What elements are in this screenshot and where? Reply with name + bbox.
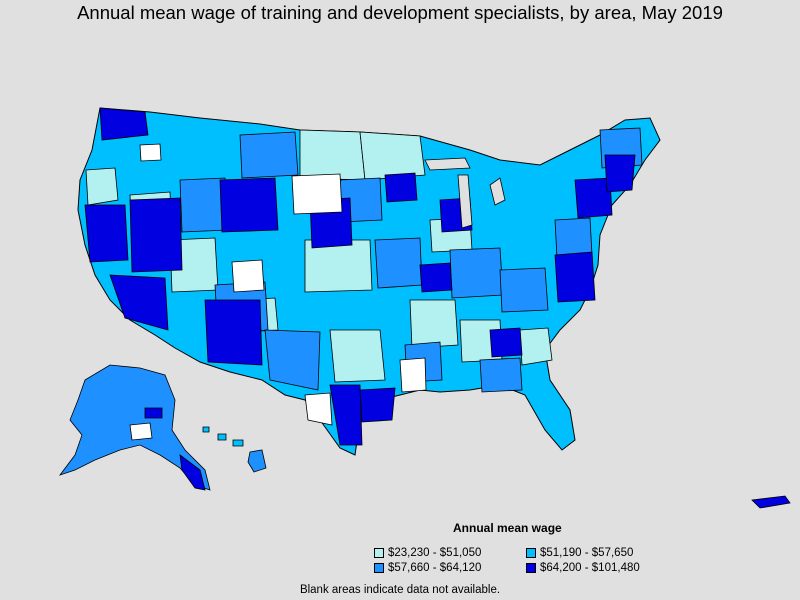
- legend-label: $51,190 - $57,650: [540, 547, 634, 559]
- no-data-regions: [139, 143, 427, 426]
- legend-swatch: [526, 563, 536, 573]
- region-alaska: [58, 364, 211, 491]
- footnote: Blank areas indicate data not available.: [299, 584, 501, 596]
- legend-title: Annual mean wage: [453, 521, 562, 535]
- region-hawaii: [202, 426, 267, 473]
- legend-item: $57,660 - $64,120: [374, 562, 481, 574]
- legend-item: $23,230 - $51,050: [374, 547, 481, 559]
- map-title: Annual mean wage of training and develop…: [77, 2, 723, 23]
- legend-swatch: [526, 548, 536, 558]
- tier-3-regions: [179, 127, 643, 393]
- region-puerto-rico: [751, 495, 791, 509]
- legend-label: $64,200 - $101,480: [540, 562, 640, 574]
- tier-4-regions: [84, 107, 636, 446]
- legend-label: $23,230 - $51,050: [388, 547, 482, 559]
- legend-swatch: [374, 548, 384, 558]
- legend-swatch: [374, 563, 384, 573]
- legend-item: $51,190 - $57,650: [526, 547, 633, 559]
- great-lakes: [424, 157, 506, 229]
- legend-label: $57,660 - $64,120: [388, 562, 482, 574]
- legend-item: $64,200 - $101,480: [526, 562, 640, 574]
